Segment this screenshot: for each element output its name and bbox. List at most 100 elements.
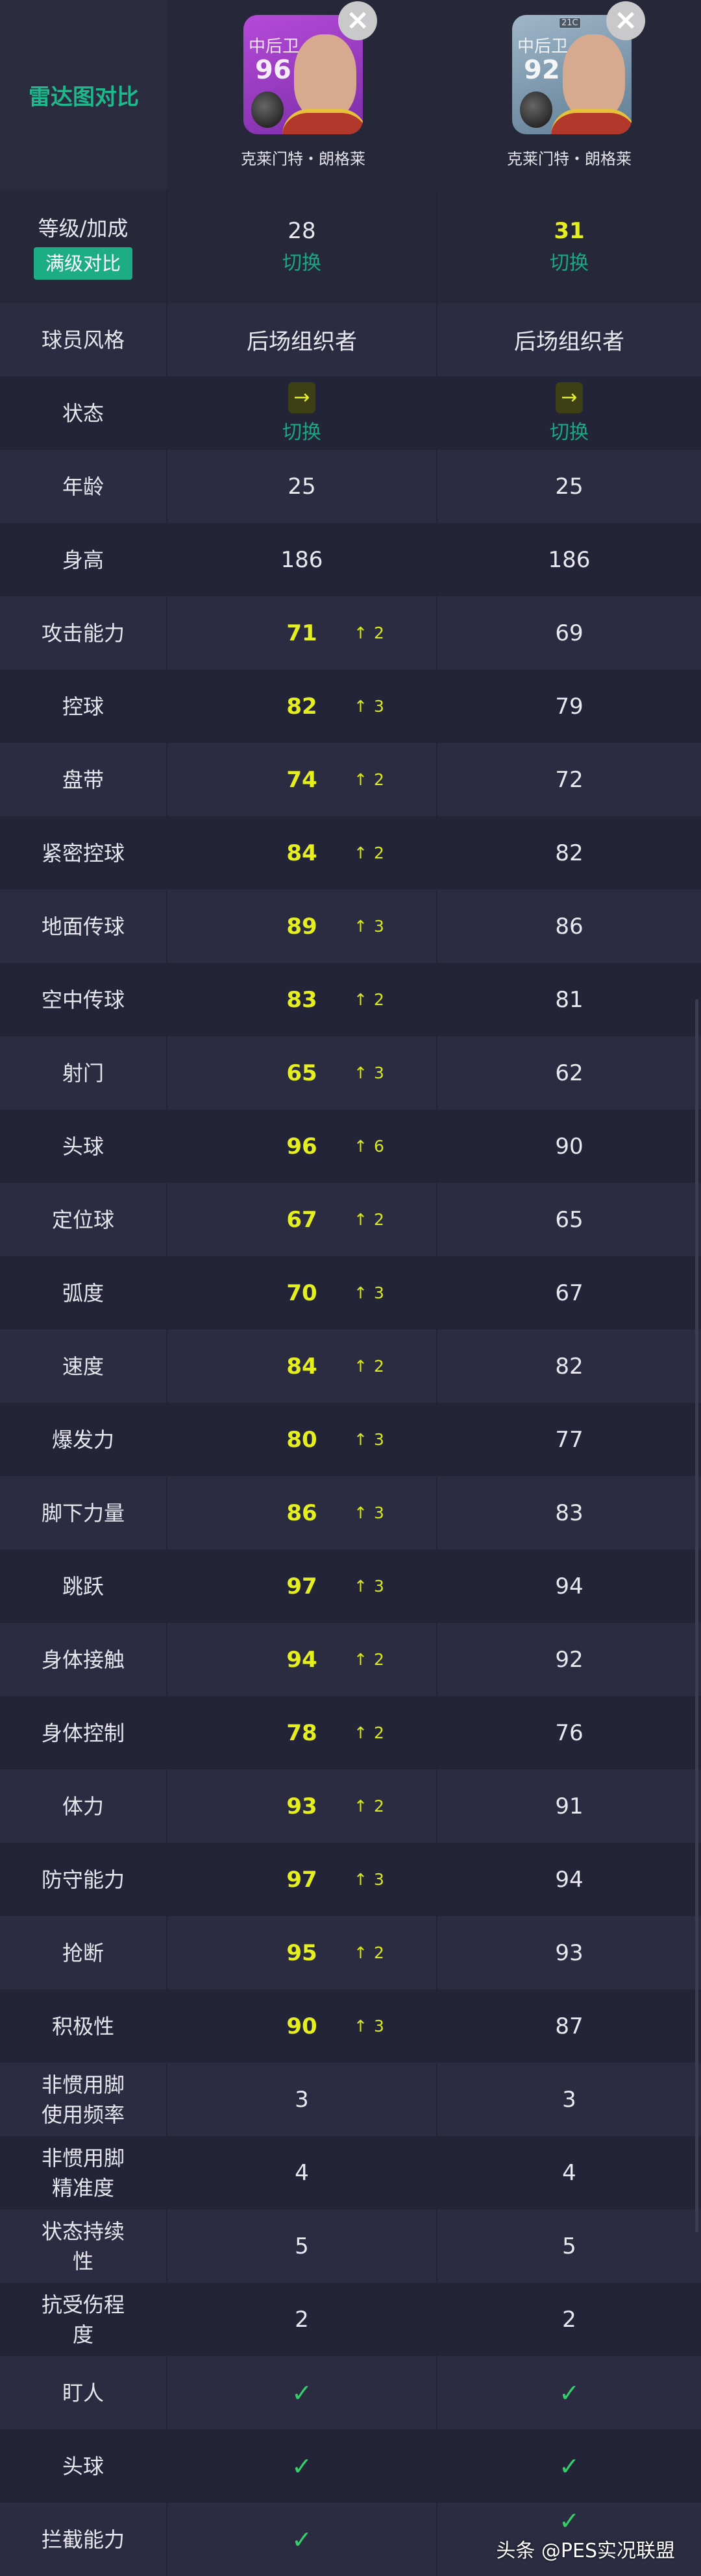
up-arrow-icon: ↑ xyxy=(354,1943,367,1962)
row-label: 射门 xyxy=(0,1036,167,1110)
playing-style: 后场组织者 xyxy=(514,329,624,355)
condition-arrow-icon: → xyxy=(288,382,315,413)
delta-value: 2 xyxy=(373,1357,384,1376)
player-card-1[interactable]: 中后卫 96 xyxy=(243,15,363,134)
level-value: 28 xyxy=(288,218,316,244)
delta-value: 3 xyxy=(373,2017,384,2035)
value-cell-1: 97 xyxy=(167,1549,437,1623)
condition-arrow-icon: → xyxy=(556,382,583,413)
card-tag: 21C xyxy=(559,18,581,29)
full-level-compare-button[interactable]: 满级对比 xyxy=(33,247,132,280)
stat-value-1: 89 xyxy=(286,913,317,940)
value-cell-2: 81 xyxy=(437,963,701,1036)
card-type-icon xyxy=(520,91,552,128)
stat-row: 空中传球 83 81 ↑ 2 xyxy=(0,963,701,1036)
value-cell-1: 80 xyxy=(167,1403,437,1476)
table-row: 身高 186 186 xyxy=(0,523,701,596)
row-label: 头球 xyxy=(0,2429,167,2503)
scrollbar[interactable] xyxy=(695,999,698,2232)
value-cell-2: 72 xyxy=(437,743,701,816)
up-arrow-icon: ↑ xyxy=(354,917,367,936)
stat-value-1: 83 xyxy=(286,986,317,1013)
row-label: 跳跃 xyxy=(0,1549,167,1623)
delta-value: 2 xyxy=(373,770,384,789)
value-cell-2: 92 xyxy=(437,1623,701,1696)
style-row: 球员风格 后场组织者 后场组织者 xyxy=(0,303,701,376)
value-cell-1: 70 xyxy=(167,1256,437,1330)
stat-value-1: 84 xyxy=(286,840,317,866)
value-cell-1: ✓ xyxy=(167,2356,437,2429)
value-cell-2: 86 xyxy=(437,890,701,963)
up-arrow-icon: ↑ xyxy=(354,1797,367,1816)
stat-row: 头球 96 90 ↑ 6 xyxy=(0,1110,701,1183)
player-card-2[interactable]: 21C 中后卫 92 xyxy=(512,15,632,134)
skill-row: 头球 ✓ ✓ xyxy=(0,2429,701,2503)
value: 3 xyxy=(562,2086,576,2113)
stat-delta: ↑ 3 xyxy=(354,1036,384,1110)
up-arrow-icon: ↑ xyxy=(354,990,367,1009)
stat-value-1: 67 xyxy=(286,1206,317,1233)
value-cell-1: 82 xyxy=(167,670,437,743)
condition-switch-button[interactable]: 切换 xyxy=(550,420,589,444)
stat-row: 控球 82 79 ↑ 3 xyxy=(0,670,701,743)
value-cell-1: 95 xyxy=(167,1916,437,1989)
stat-row: 地面传球 89 86 ↑ 3 xyxy=(0,890,701,963)
up-arrow-icon: ↑ xyxy=(354,1283,367,1302)
row-label: 积极性 xyxy=(0,1989,167,2063)
level-switch-button[interactable]: 切换 xyxy=(282,252,321,274)
stat-row: 积极性 90 87 ↑ 3 xyxy=(0,1989,701,2063)
delta-value: 2 xyxy=(373,990,384,1009)
row-label: 体力 xyxy=(0,1769,167,1843)
delta-value: 2 xyxy=(373,1650,384,1669)
value-cell-1: 96 xyxy=(167,1110,437,1183)
table-row: 抗受伤程 度 2 2 xyxy=(0,2283,701,2356)
value-cell-1: 186 xyxy=(167,523,437,596)
value-cell-2: 69 xyxy=(437,596,701,670)
stat-value-1: 97 xyxy=(286,1866,317,1893)
stat-value-2: 77 xyxy=(555,1426,584,1453)
stat-value-2: 82 xyxy=(555,840,584,866)
stat-value-2: 67 xyxy=(555,1280,584,1306)
value-cell-1: 67 xyxy=(167,1183,437,1256)
value-cell-2: 77 xyxy=(437,1403,701,1476)
value-cell-2: → 切换 xyxy=(437,376,701,450)
remove-player-2-close-icon[interactable]: × xyxy=(606,1,645,40)
stat-value-2: 93 xyxy=(555,1939,584,1966)
skill-row: 盯人 ✓ ✓ xyxy=(0,2356,701,2429)
value: 4 xyxy=(562,2159,576,2186)
stat-delta: ↑ 6 xyxy=(354,1110,384,1183)
stat-value-1: 95 xyxy=(286,1939,317,1966)
stat-row: 射门 65 62 ↑ 3 xyxy=(0,1036,701,1110)
value-cell-2: 87 xyxy=(437,1989,701,2063)
row-label: 拦截能力 xyxy=(0,2503,167,2576)
level-switch-button[interactable]: 切换 xyxy=(550,252,589,274)
value-cell-1: 93 xyxy=(167,1769,437,1843)
stat-value-1: 84 xyxy=(286,1353,317,1379)
row-label: 地面传球 xyxy=(0,890,167,963)
value-cell-1: 94 xyxy=(167,1623,437,1696)
value-cell-2: 90 xyxy=(437,1110,701,1183)
stat-delta: ↑ 3 xyxy=(354,1843,384,1916)
player-position: 中后卫 xyxy=(249,37,300,56)
remove-player-1-close-icon[interactable]: × xyxy=(338,1,377,40)
row-label: 抗受伤程 度 xyxy=(0,2283,167,2356)
value-cell-2: 83 xyxy=(437,1476,701,1549)
stat-row: 跳跃 97 94 ↑ 3 xyxy=(0,1549,701,1623)
radar-compare-link[interactable]: 雷达图对比 xyxy=(0,0,167,190)
value-cell-1: 2 xyxy=(167,2283,437,2356)
level-cell-1: 28 切换 xyxy=(167,190,437,303)
value-cell-1: 3 xyxy=(167,2063,437,2136)
check-icon: ✓ xyxy=(291,2451,312,2481)
stat-value-1: 78 xyxy=(286,1719,317,1746)
value-cell-1: ✓ xyxy=(167,2503,437,2576)
value-cell-2: ✓ xyxy=(437,2429,701,2503)
condition-switch-button[interactable]: 切换 xyxy=(282,420,321,444)
value-cell-1: 84 xyxy=(167,816,437,890)
stat-row: 弧度 70 67 ↑ 3 xyxy=(0,1256,701,1330)
up-arrow-icon: ↑ xyxy=(354,844,367,862)
stat-value-1: 97 xyxy=(286,1573,317,1599)
condition-row: 状态 → 切换 → 切换 xyxy=(0,376,701,450)
stat-row: 紧密控球 84 82 ↑ 2 xyxy=(0,816,701,890)
value-cell-1: 83 xyxy=(167,963,437,1036)
value-cell-2: 76 xyxy=(437,1696,701,1769)
